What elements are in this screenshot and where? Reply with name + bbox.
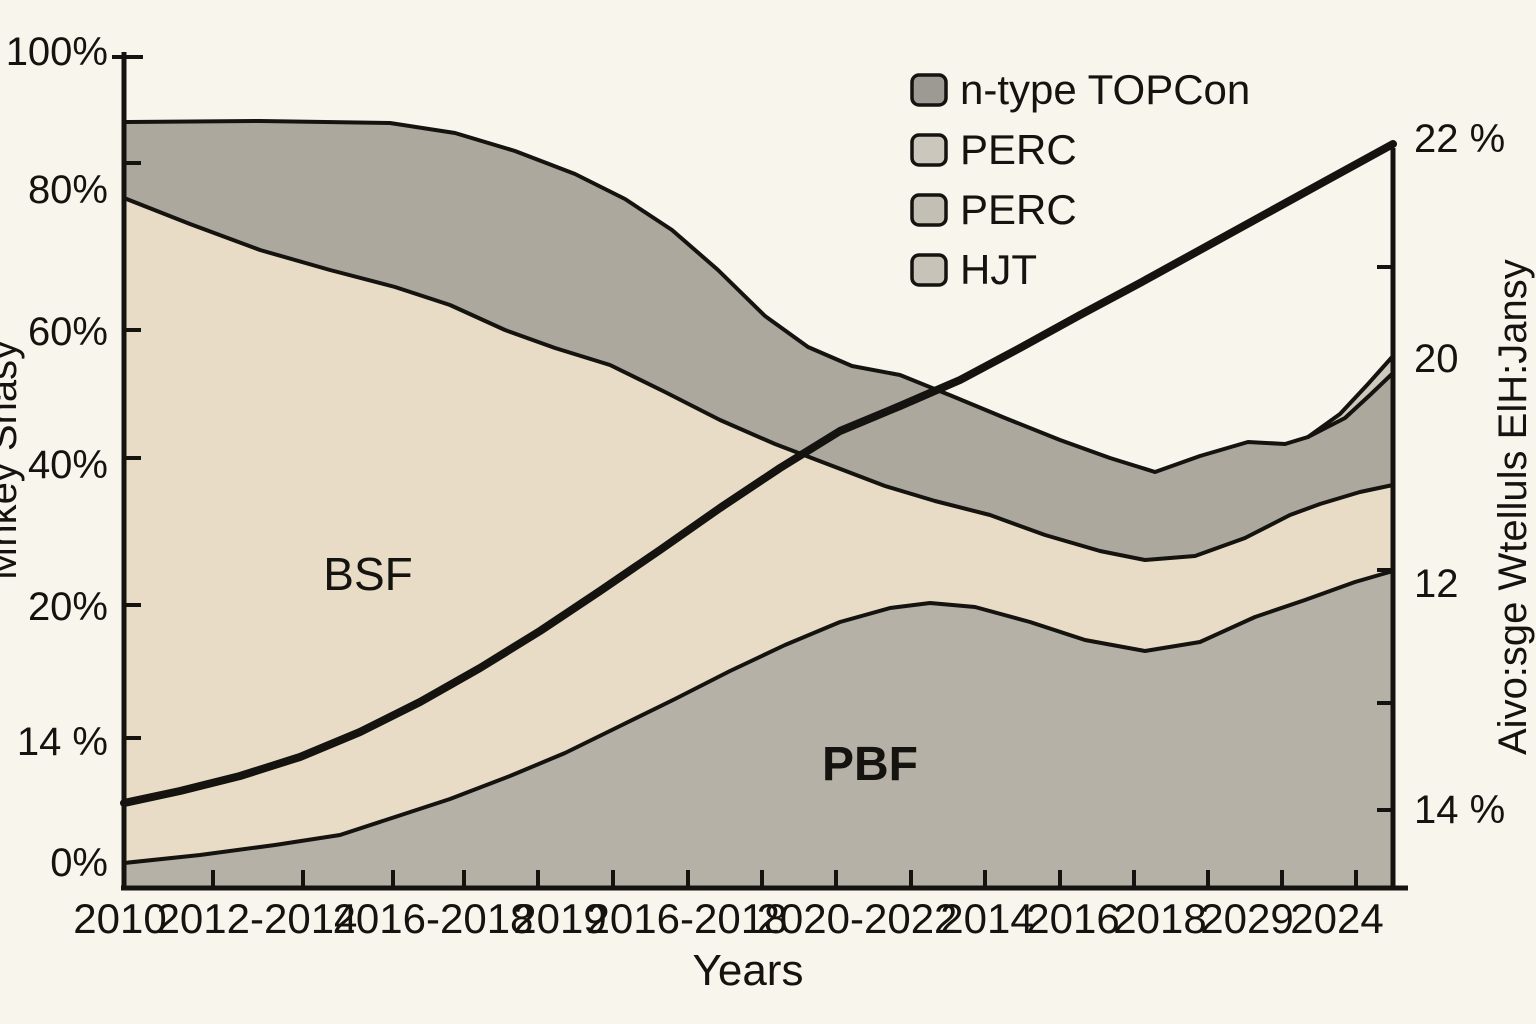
- left-tick-60: 60%: [28, 310, 108, 354]
- legend-swatch-perc1: [910, 133, 948, 167]
- topcon-top-boundary: [122, 119, 1395, 474]
- right-tick-14: 14 %: [1414, 788, 1505, 832]
- right-axis-title: Aivo:sge Wtelluls ElH:Jansy: [1491, 259, 1535, 755]
- axes: [121, 52, 1408, 891]
- efficiency-line: [120, 140, 1397, 807]
- hjt-sliver-boundary: [1306, 371, 1395, 439]
- legend-swatch-topcon: [910, 73, 948, 107]
- legend-swatch-hjt: [910, 253, 948, 287]
- legend-swatch-perc2: [910, 193, 948, 227]
- bsf-top-boundary: [122, 196, 1395, 562]
- left-tick-14: 14 %: [17, 720, 108, 764]
- left-axis-title: Mnkey Shasy: [0, 340, 25, 580]
- left-tick-100: 100%: [6, 30, 108, 74]
- x-label-0: 2010: [73, 895, 166, 942]
- x-axis-ticks: [211, 870, 1358, 888]
- bsf-area-label: BSF: [323, 548, 412, 600]
- bsf-area: [124, 198, 1393, 863]
- legend-label-perc1: PERC: [960, 126, 1077, 173]
- x-label-6: 2014: [940, 895, 1033, 942]
- legend: n-type TOPCon PERC PERC HJT: [910, 66, 1250, 293]
- x-label-3: 2019: [513, 895, 606, 942]
- left-axis-ticks: [112, 55, 143, 740]
- x-axis-title: Years: [693, 946, 804, 995]
- area-fills: [124, 121, 1393, 888]
- legend-label-perc2: PERC: [960, 186, 1077, 233]
- x-label-2: 2016-2018: [333, 895, 534, 942]
- x-label-7: 2016: [1026, 895, 1119, 942]
- right-tick-12: 12: [1414, 562, 1459, 606]
- right-axis-ticks: [1377, 265, 1393, 812]
- left-axis-labels: 100% 80% 60% 40% 20% 14 % 0%: [6, 30, 108, 885]
- area-boundaries: [122, 119, 1395, 865]
- x-label-8: 2018: [1113, 895, 1206, 942]
- left-tick-0: 0%: [50, 841, 108, 885]
- right-tick-20: 20: [1414, 337, 1459, 381]
- topcon-area: [124, 121, 1393, 560]
- x-label-4: 2016-2018: [587, 895, 788, 942]
- x-label-10: 2024: [1290, 895, 1383, 942]
- x-label-9: 2029: [1200, 895, 1293, 942]
- legend-label-hjt: HJT: [960, 246, 1037, 293]
- right-tick-22: 22 %: [1414, 117, 1505, 161]
- x-label-5: 2020-2022: [757, 895, 958, 942]
- left-tick-40: 40%: [28, 443, 108, 487]
- left-tick-80: 80%: [28, 168, 108, 212]
- x-axis-labels: 2010 2012-2014 2016-2018 2019 2016-2018 …: [73, 895, 1383, 942]
- right-axis-labels: 22 % 20 12 14 %: [1414, 117, 1505, 832]
- x-label-1: 2012-2014: [157, 895, 358, 942]
- pbf-area-label: PBF: [822, 738, 918, 791]
- pbf-top-boundary: [122, 569, 1395, 865]
- legend-label-topcon: n-type TOPCon: [960, 66, 1250, 113]
- left-tick-20: 20%: [28, 585, 108, 629]
- pbf-area: [124, 571, 1393, 888]
